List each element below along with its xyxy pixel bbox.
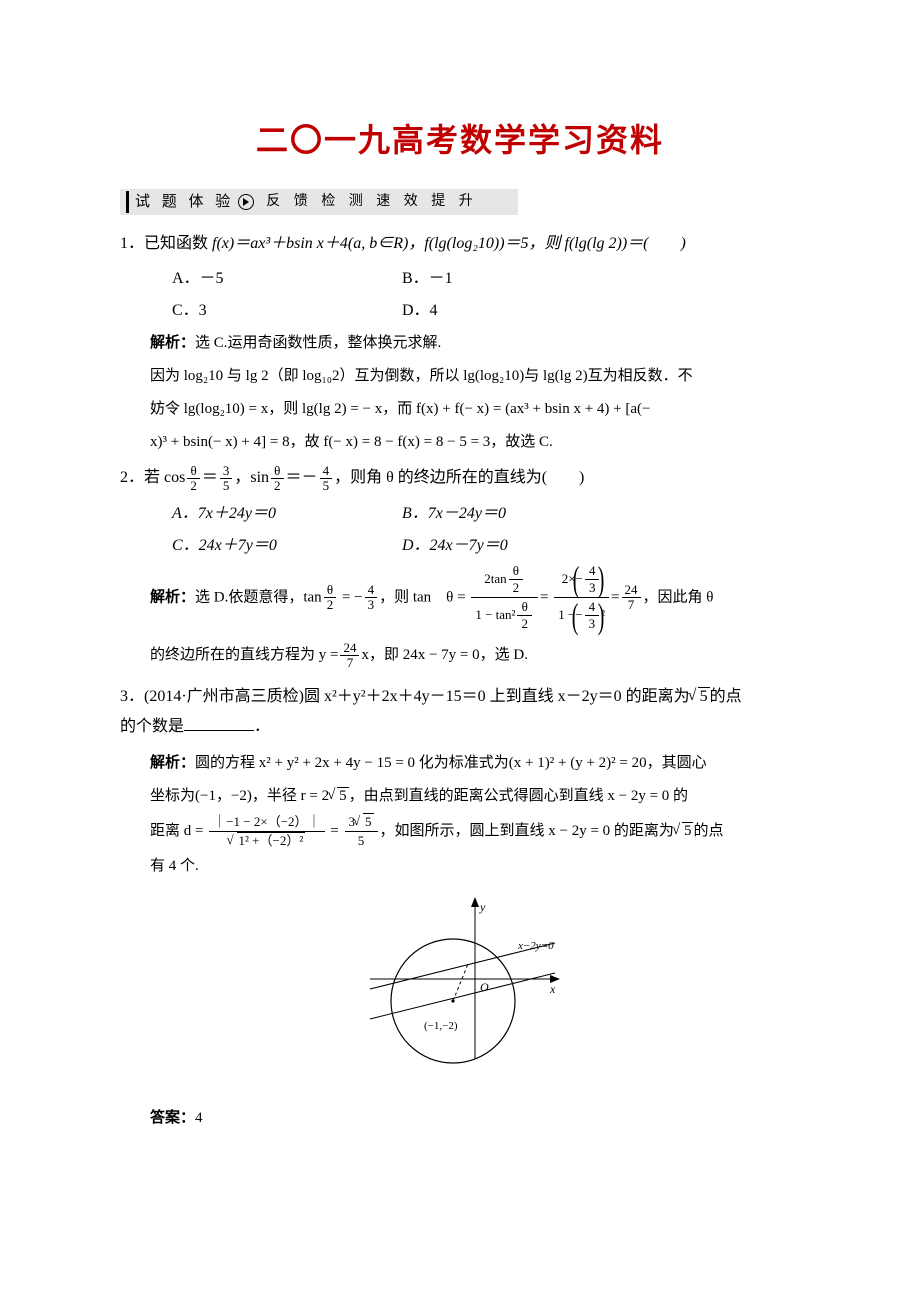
q1-sol-3: x)³ + bsin(− x) + 4] = 8，故 f(− x) = 8 − … bbox=[150, 434, 553, 450]
frac-24-7b: 247 bbox=[340, 641, 359, 671]
frac-theta2-2: θ2 bbox=[271, 464, 284, 494]
frac-3-5: 35 bbox=[220, 464, 233, 494]
fig-y-label: y bbox=[479, 900, 486, 914]
page-root: 二〇一九高考数学学习资料 试 题 体 验 反 馈 检 测 速 效 提 升 1．已… bbox=[0, 0, 920, 1195]
q2-choice-d: D．24x－7y＝0 bbox=[402, 530, 800, 562]
q3-sol-3b: ，如图所示，圆上到直线 x − 2y = 0 的距离为 bbox=[380, 823, 674, 839]
q2-solution: 解析：选 D.依题意得，tanθ2 = −43，则 tan θ = 2tanθ2… bbox=[120, 562, 800, 676]
sqrt5-3: 5 bbox=[355, 814, 374, 830]
bigfrac-val: 2×(−43) 1 −(−43)² bbox=[554, 562, 609, 634]
q2-tail: ，则角 θ 的终边所在的直线为( ) bbox=[334, 469, 584, 486]
q1-solution: 解析：选 C.运用奇函数性质，整体换元求解. 因为 log₂10 与 lg 2（… bbox=[120, 327, 800, 459]
q2-answer-label: 解析： bbox=[150, 589, 195, 605]
q1-sol-1: 因为 log₂10 与 lg 2（即 log₁₀2）互为倒数，所以 lg(log… bbox=[150, 368, 693, 384]
q2-choice-b: B．7x－24y＝0 bbox=[402, 498, 800, 530]
q1-answer-label: 解析： bbox=[150, 335, 195, 351]
q1-fx: f(x)＝ax³＋bsin x＋4(a, b∈R)，f(lg(log₂10))＝… bbox=[212, 235, 686, 252]
q3-stem: 3．(2014·广州市高三质检)圆 x²＋y²＋2x＋4y－15＝0 上到直线 … bbox=[120, 682, 800, 743]
fig-x-label: x bbox=[549, 982, 556, 996]
q2-choice-a: A．7x＋24y＝0 bbox=[172, 498, 402, 530]
q3-final-value: 4 bbox=[195, 1110, 203, 1126]
q3-figure: y x O x−2y=0 (−1,−2) bbox=[120, 891, 800, 1092]
q2-answer-intro: 选 D.依题意得，tan bbox=[195, 589, 322, 605]
play-icon bbox=[238, 194, 254, 210]
section-label-left: 试 题 体 验 bbox=[135, 188, 234, 217]
q1-answer-intro: 选 C.运用奇函数性质，整体换元求解. bbox=[195, 335, 441, 351]
section-bar-accent bbox=[126, 191, 129, 213]
sqrt5-4: 5 bbox=[674, 815, 694, 848]
q3-sol-2b: ，由点到直线的距离公式得圆心到直线 x − 2y = 0 的 bbox=[349, 788, 688, 804]
sqrt5-1: 5 bbox=[690, 682, 710, 712]
q1-choice-d: D．4 bbox=[402, 295, 800, 327]
page-title: 二〇一九高考数学学习资料 bbox=[120, 110, 800, 171]
q1-choice-a: A．－5 bbox=[172, 263, 402, 295]
q3-final: 答案：4 bbox=[120, 1102, 800, 1135]
q3-answer-label: 解析： bbox=[150, 755, 195, 771]
q3-line2: 的个数是 bbox=[120, 718, 184, 735]
section-bar: 试 题 体 验 反 馈 检 测 速 效 提 升 bbox=[120, 189, 518, 215]
q3-sol-2a: 坐标为(−1，−2)，半径 r = 2 bbox=[150, 788, 329, 804]
q1-sol-2: 妨令 lg(log₂10) = x，则 lg(lg 2) = − x，而 f(x… bbox=[150, 401, 651, 417]
q2-choice-c: C．24x＋7y＝0 bbox=[172, 530, 402, 562]
q2-sol-2b: x，即 24x − 7y = 0，选 D. bbox=[361, 647, 528, 663]
fig-center-label: (−1,−2) bbox=[424, 1020, 458, 1032]
frac-4-3: 43 bbox=[365, 583, 378, 613]
q1-choice-b: B．－1 bbox=[402, 263, 800, 295]
frac-theta2-1: θ2 bbox=[187, 464, 200, 494]
section-label-right: 反 馈 检 测 速 效 提 升 bbox=[266, 189, 478, 216]
q3-sol-4: 有 4 个. bbox=[150, 858, 199, 874]
bigfrac-dres: 35 5 bbox=[345, 813, 378, 851]
bigfrac-tan: 2tanθ2 1 − tan²θ2 bbox=[471, 562, 538, 634]
frac-24-7: 247 bbox=[622, 583, 641, 613]
q1-stem: 1．已知函数 f(x)＝ax³＋bsin x＋4(a, b∈R)，f(lg(lo… bbox=[120, 229, 800, 259]
bigfrac-d: ｜−1 − 2×（−2）｜ 1² +（−2）² bbox=[209, 813, 324, 851]
fig-o-label: O bbox=[480, 980, 489, 994]
q3-solution: 解析：圆的方程 x² + y² + 2x + 4y − 15 = 0 化为标准式… bbox=[120, 747, 800, 884]
q3-line1: 3．(2014·广州市高三质检)圆 x²＋y²＋2x＋4y－15＝0 上到直线 … bbox=[120, 688, 690, 705]
blank-line bbox=[184, 714, 254, 731]
q2-stem: 2．若 cosθ2＝35，sinθ2＝－45，则角 θ 的终边所在的直线为( ) bbox=[120, 463, 800, 493]
frac-4-5: 45 bbox=[320, 464, 333, 494]
q2-choices: A．7x＋24y＝0 B．7x－24y＝0 C．24x＋7y＝0 D．24x－7… bbox=[120, 498, 800, 562]
q2-prefix: 2．若 cos bbox=[120, 469, 185, 486]
q3-sol-1: 圆的方程 x² + y² + 2x + 4y − 15 = 0 化为标准式为(x… bbox=[195, 755, 707, 771]
q1-choices: A．－5 B．－1 C．3 D．4 bbox=[120, 263, 800, 327]
q3-sol-3a: 距离 d = bbox=[150, 823, 203, 839]
circle-diagram: y x O x−2y=0 (−1,−2) bbox=[350, 891, 570, 1081]
sqrt5-2: 5 bbox=[329, 780, 349, 813]
sqrt-d-den: 1² +（−2）² bbox=[229, 833, 306, 849]
fig-line-label: x−2y=0 bbox=[517, 940, 554, 952]
q1-choice-c: C．3 bbox=[172, 295, 402, 327]
q2-sol-2a: 的终边所在的直线方程为 y = bbox=[150, 647, 338, 663]
frac-theta2-3: θ2 bbox=[324, 583, 337, 613]
q3-final-label: 答案： bbox=[150, 1110, 195, 1126]
q1-prefix: 1．已知函数 bbox=[120, 235, 212, 252]
